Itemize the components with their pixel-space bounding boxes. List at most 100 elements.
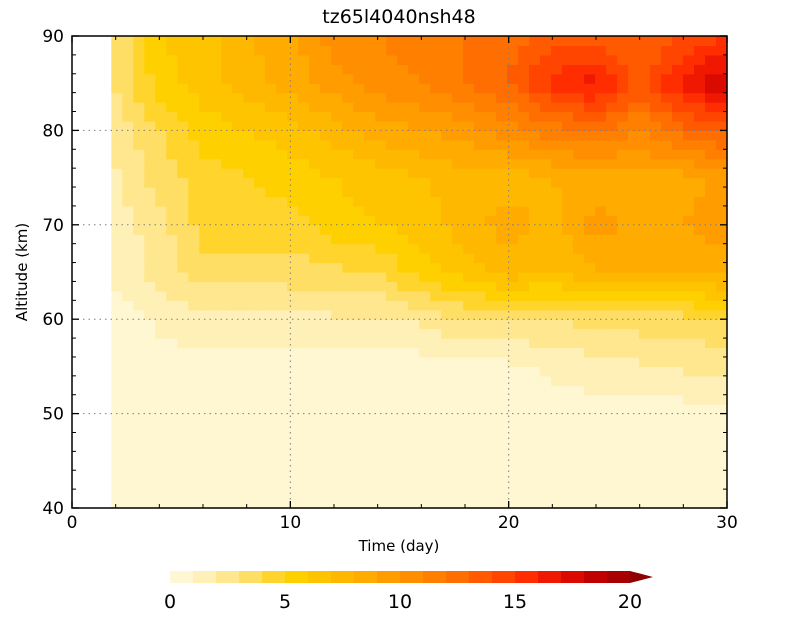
heatmap-cell xyxy=(529,64,541,75)
heatmap-cell xyxy=(232,479,244,490)
heatmap-cell xyxy=(650,120,662,131)
heatmap-cell xyxy=(529,498,541,509)
heatmap-cell xyxy=(210,479,222,490)
heatmap-cell xyxy=(111,187,123,198)
heatmap-cell xyxy=(309,253,321,264)
heatmap-cell xyxy=(496,111,508,122)
heatmap-cell xyxy=(474,328,486,339)
heatmap-cell xyxy=(199,347,211,358)
heatmap-cell xyxy=(573,489,585,500)
heatmap-cell xyxy=(210,120,222,131)
heatmap-cell xyxy=(265,281,277,292)
heatmap-cell xyxy=(452,498,464,509)
heatmap-cell xyxy=(353,432,365,443)
heatmap-cell xyxy=(562,375,574,386)
heatmap-cell xyxy=(210,489,222,500)
heatmap-cell xyxy=(430,272,442,283)
heatmap-cell xyxy=(232,205,244,216)
heatmap-cell xyxy=(529,404,541,415)
heatmap-cell xyxy=(694,441,706,452)
heatmap-cell xyxy=(210,130,222,141)
heatmap-cell xyxy=(650,300,662,311)
heatmap-cell xyxy=(430,479,442,490)
heatmap-cell xyxy=(375,262,387,273)
heatmap-cell xyxy=(265,158,277,169)
heatmap-cell xyxy=(309,413,321,424)
heatmap-cell xyxy=(298,319,310,330)
heatmap-cell xyxy=(518,309,530,320)
heatmap-cell xyxy=(386,54,398,65)
heatmap-cell xyxy=(617,356,629,367)
heatmap-cell xyxy=(155,404,167,415)
heatmap-cell xyxy=(309,243,321,254)
heatmap-cell xyxy=(463,394,475,405)
heatmap-cell xyxy=(650,413,662,424)
heatmap-cell xyxy=(595,272,607,283)
heatmap-cell xyxy=(507,262,519,273)
heatmap-cell xyxy=(496,366,508,377)
heatmap-cell xyxy=(672,187,684,198)
heatmap-cell xyxy=(199,139,211,150)
heatmap-cell xyxy=(144,262,156,273)
heatmap-cell xyxy=(683,120,695,131)
heatmap-cell xyxy=(551,253,563,264)
heatmap-cell xyxy=(342,319,354,330)
heatmap-cell xyxy=(265,394,277,405)
heatmap-cell xyxy=(133,366,145,377)
heatmap-cell xyxy=(364,413,376,424)
heatmap-cell xyxy=(529,120,541,131)
heatmap-cell xyxy=(331,423,343,434)
heatmap-cell xyxy=(375,158,387,169)
heatmap-cell xyxy=(419,205,431,216)
heatmap-cell xyxy=(474,64,486,75)
heatmap-cell xyxy=(111,281,123,292)
heatmap-cell xyxy=(298,262,310,273)
heatmap-cell xyxy=(705,45,717,56)
heatmap-cell xyxy=(287,413,299,424)
heatmap-cell xyxy=(243,83,255,94)
heatmap-cell xyxy=(243,441,255,452)
heatmap-cell xyxy=(397,111,409,122)
heatmap-cell xyxy=(507,139,519,150)
heatmap-cell xyxy=(111,460,123,471)
heatmap-cell xyxy=(474,205,486,216)
heatmap-cell xyxy=(628,356,640,367)
heatmap-cell xyxy=(408,196,420,207)
heatmap-cell xyxy=(606,489,618,500)
heatmap-cell xyxy=(199,111,211,122)
heatmap-cell xyxy=(672,356,684,367)
heatmap-cell xyxy=(133,83,145,94)
heatmap-cell xyxy=(595,36,607,47)
heatmap-cell xyxy=(518,102,530,113)
heatmap-cell xyxy=(705,366,717,377)
heatmap-cell xyxy=(639,102,651,113)
heatmap-cell xyxy=(716,460,728,471)
heatmap-cell xyxy=(386,328,398,339)
heatmap-cell xyxy=(254,441,266,452)
heatmap-cell xyxy=(199,375,211,386)
heatmap-cell xyxy=(166,338,178,349)
heatmap-cell xyxy=(364,356,376,367)
heatmap-cell xyxy=(617,224,629,235)
heatmap-cell xyxy=(628,366,640,377)
heatmap-cell xyxy=(716,243,728,254)
heatmap-cell xyxy=(122,451,134,462)
heatmap-cell xyxy=(111,309,123,320)
heatmap-cell xyxy=(529,290,541,301)
heatmap-cell xyxy=(463,149,475,160)
heatmap-cell xyxy=(419,130,431,141)
heatmap-cell xyxy=(199,168,211,179)
heatmap-cell xyxy=(364,253,376,264)
heatmap-cell xyxy=(661,479,673,490)
heatmap-cell xyxy=(342,73,354,84)
heatmap-cell xyxy=(529,54,541,65)
heatmap-cell xyxy=(639,168,651,179)
heatmap-cell xyxy=(331,366,343,377)
heatmap-cell xyxy=(210,205,222,216)
heatmap-cell xyxy=(386,460,398,471)
heatmap-cell xyxy=(254,451,266,462)
heatmap-cell xyxy=(584,139,596,150)
heatmap-cell xyxy=(518,120,530,131)
heatmap-cell xyxy=(716,423,728,434)
heatmap-cell xyxy=(595,498,607,509)
